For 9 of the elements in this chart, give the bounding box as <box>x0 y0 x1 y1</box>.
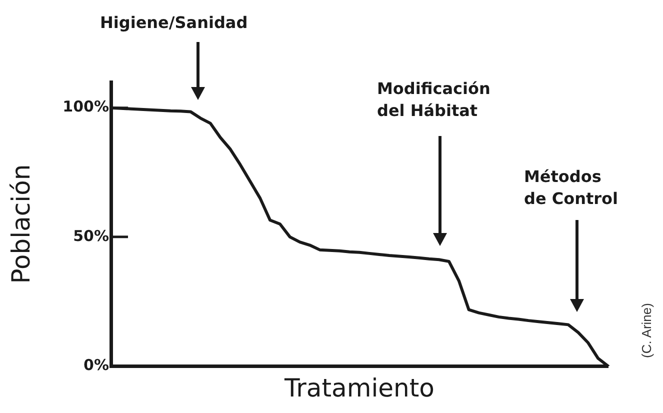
x-axis-title: Tratamiento <box>284 374 434 402</box>
annotation: Modificación del Hábitat <box>377 78 490 122</box>
text: Higiene/Sanidad <box>100 12 248 34</box>
text: (C. Arine) <box>638 302 654 358</box>
y-axis-title: Población <box>6 164 36 284</box>
y-tick-label: 0% <box>84 356 109 374</box>
annotation: Métodos de Control <box>524 166 618 210</box>
y-tick-label: 50% <box>73 226 109 245</box>
y-tick-label: 100% <box>62 98 109 116</box>
